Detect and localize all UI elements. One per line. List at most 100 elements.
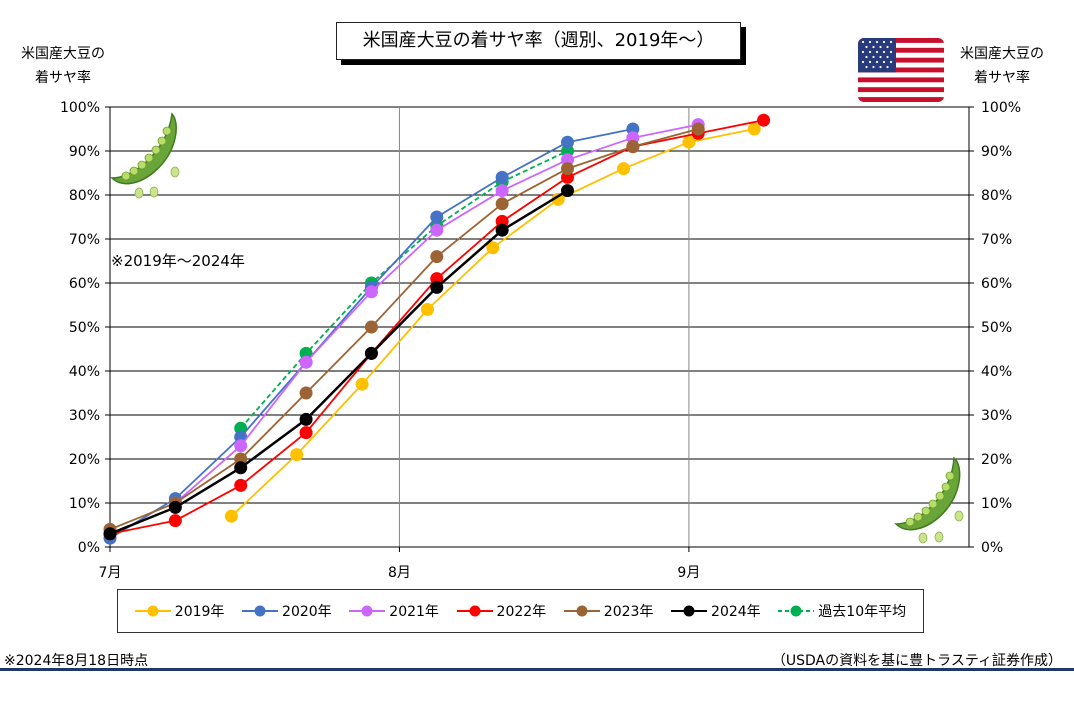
period-note: ※2019年～2024年	[111, 252, 245, 270]
legend-item: 2020年	[242, 601, 332, 621]
legend-swatch	[563, 605, 600, 617]
chart-legend: 2019年 2020年 2021年 2022年 2023年 2024年 過去10年平均	[117, 589, 924, 633]
edamame-icon	[110, 112, 180, 199]
y-tick-label-left: 40%	[69, 364, 100, 380]
data-point	[430, 210, 444, 224]
x-tick-labels: 7月 8月 9月	[99, 565, 701, 581]
data-point	[617, 162, 631, 176]
left-y-tick-labels: 0% 10% 20% 30% 40% 50% 60% 70% 80% 90% 100%	[60, 100, 100, 556]
data-point	[691, 122, 705, 136]
data-point	[486, 241, 500, 255]
y-tick-label-left: 20%	[69, 452, 100, 468]
legend-swatch	[349, 605, 386, 617]
data-point	[430, 223, 444, 237]
legend-item: 2019年	[134, 601, 225, 621]
legend-marker	[469, 605, 481, 617]
bottom-divider	[0, 668, 1074, 671]
data-point	[364, 346, 378, 360]
y-tick-label-left: 90%	[69, 144, 100, 160]
y-tick-label-right: 0%	[981, 540, 1003, 556]
axes	[105, 106, 974, 552]
data-point	[103, 527, 117, 541]
y-tick-label-left: 30%	[69, 408, 100, 424]
legend-swatch	[242, 605, 279, 617]
right-axis-title: 米国産大豆の 着サヤ率	[947, 42, 1057, 90]
data-point	[495, 184, 509, 198]
series-2024年	[103, 184, 575, 541]
legend-marker	[147, 605, 159, 617]
data-point	[168, 514, 182, 528]
data-point	[355, 377, 369, 391]
y-tick-label-right: 80%	[981, 188, 1012, 204]
legend-item: 2024年	[671, 601, 761, 621]
legend-label: 2019年	[174, 604, 225, 620]
chart-title: 米国産大豆の着サヤ率（週別、2019年～）	[336, 22, 741, 60]
legend-swatch	[671, 605, 708, 617]
legend-swatch	[134, 605, 171, 617]
left-axis-title-line2: 着サヤ率	[35, 70, 91, 86]
right-axis-title-line2: 着サヤ率	[974, 70, 1030, 86]
data-point	[234, 439, 248, 453]
data-point	[561, 162, 575, 176]
data-point	[551, 192, 565, 206]
data-point	[364, 320, 378, 334]
data-point	[757, 113, 771, 127]
data-point	[168, 500, 182, 514]
data-point	[234, 461, 248, 475]
data-point	[495, 197, 509, 211]
legend-marker	[683, 605, 695, 617]
y-tick-label-right: 100%	[981, 100, 1021, 116]
right-y-tick-labels: 0% 10% 20% 30% 40% 50% 60% 70% 80% 90% 100%	[981, 100, 1021, 556]
data-point	[224, 509, 238, 523]
legend-label: 2021年	[389, 604, 439, 620]
data-point	[495, 223, 509, 237]
y-tick-label-left: 80%	[69, 188, 100, 204]
data-point	[682, 135, 696, 149]
legend-swatch	[456, 605, 493, 617]
right-axis-title-line1: 米国産大豆の	[960, 46, 1044, 62]
y-tick-label-left: 0%	[78, 540, 100, 556]
source-note: （USDAの資料を基に豊トラスティ証券作成）	[771, 653, 1062, 669]
legend-swatch	[778, 605, 815, 617]
y-tick-label-right: 70%	[981, 232, 1012, 248]
legend-label: 2020年	[282, 604, 332, 620]
legend-item: 2021年	[349, 601, 439, 621]
data-point	[234, 478, 248, 492]
series-2019年	[224, 122, 761, 523]
data-point	[561, 135, 575, 149]
left-axis-title-line1: 米国産大豆の	[21, 46, 105, 62]
data-point	[420, 302, 434, 316]
data-point	[299, 386, 313, 400]
x-tick-label: 7月	[99, 565, 122, 581]
data-point	[299, 355, 313, 369]
legend-label: 2023年	[603, 604, 654, 620]
y-tick-label-right: 20%	[981, 452, 1012, 468]
data-point	[299, 412, 313, 426]
legend-marker	[254, 605, 266, 617]
data-point	[626, 140, 640, 154]
data-point	[364, 285, 378, 299]
legend-item: 2023年	[563, 601, 654, 621]
legend-marker	[576, 605, 588, 617]
y-tick-label-right: 60%	[981, 276, 1012, 292]
y-tick-label-right: 10%	[981, 496, 1012, 512]
edamame-icon	[894, 456, 964, 544]
data-point	[430, 250, 444, 264]
series-line	[109, 128, 699, 531]
legend-label: 過去10年平均	[818, 604, 907, 620]
legend-marker	[790, 605, 802, 617]
us-flag-icon	[858, 38, 944, 102]
legend-marker	[361, 605, 373, 617]
series-2023年	[103, 122, 705, 536]
left-axis-title: 米国産大豆の 着サヤ率	[8, 42, 118, 90]
y-tick-label-right: 30%	[981, 408, 1012, 424]
data-point	[561, 184, 575, 198]
series-line	[240, 150, 568, 429]
legend-label: 2024年	[711, 604, 761, 620]
as-of-note: ※2024年8月18日時点	[4, 653, 149, 669]
y-tick-label-left: 70%	[69, 232, 100, 248]
series-line	[230, 128, 755, 517]
y-tick-label-left: 60%	[69, 276, 100, 292]
y-tick-label-left: 10%	[69, 496, 100, 512]
